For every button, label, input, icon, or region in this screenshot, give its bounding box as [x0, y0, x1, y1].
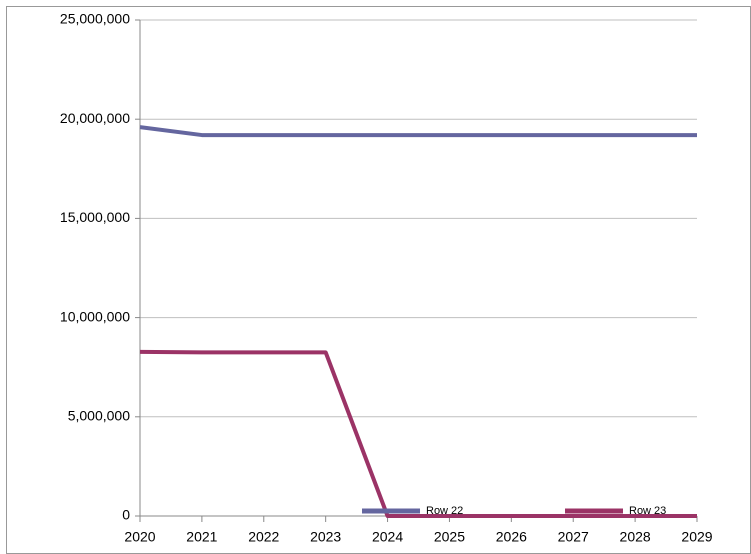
x-tick-label: 2028 — [620, 529, 651, 545]
legend-label: Row 22 — [426, 505, 463, 517]
x-tick-label: 2021 — [186, 529, 217, 545]
y-tick-label: 5,000,000 — [68, 408, 130, 424]
legend-label: Row 23 — [629, 505, 666, 517]
series-line — [139, 349, 697, 518]
y-tick-label: 20,000,000 — [60, 110, 130, 126]
x-tick-label: 2027 — [558, 529, 589, 545]
chart-border — [6, 6, 751, 554]
x-tick-label: 2026 — [496, 529, 527, 545]
x-tick-label: 2025 — [434, 529, 465, 545]
y-tick-label: 0 — [122, 507, 130, 523]
x-tick-label: 2023 — [310, 529, 341, 545]
y-tick-label: 15,000,000 — [60, 209, 130, 225]
x-tick-label: 2020 — [124, 529, 155, 545]
y-tick-label: 25,000,000 — [60, 11, 130, 27]
x-tick-label: 2022 — [248, 529, 279, 545]
series-line — [139, 125, 697, 138]
y-tick-label: 10,000,000 — [60, 308, 130, 324]
x-tick-label: 2024 — [372, 529, 403, 545]
x-tick-label: 2029 — [681, 529, 712, 545]
